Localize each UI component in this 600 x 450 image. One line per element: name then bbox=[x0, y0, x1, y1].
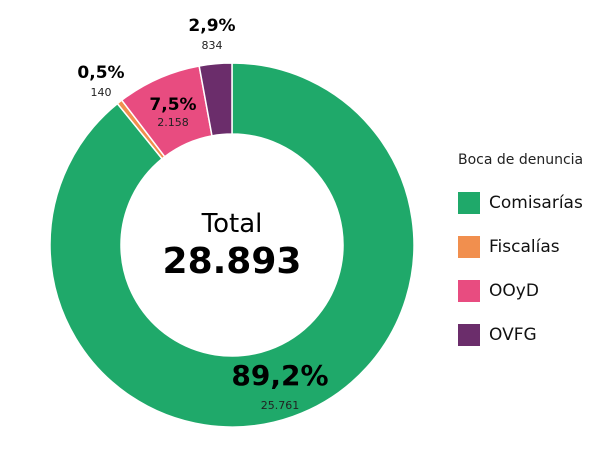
slice-count-label: 2.158 bbox=[157, 116, 189, 129]
legend-item-ovfg: OVFG bbox=[458, 313, 583, 357]
legend-item-ooyd: OOyD bbox=[458, 269, 583, 313]
legend-label: OOyD bbox=[489, 281, 539, 301]
slice-labels: 89,2% 25.761 0,5% 140 7,5%2.158 2,9% 834 bbox=[77, 16, 328, 412]
legend-swatch bbox=[458, 236, 480, 258]
slice-count-label: 140 bbox=[91, 86, 112, 99]
legend-item-comisarias: Comisarías bbox=[458, 181, 583, 225]
center-total-value: 28.893 bbox=[163, 241, 302, 282]
legend-label: Comisarías bbox=[489, 193, 583, 213]
donut-slices bbox=[49, 62, 415, 428]
slice-count-label: 25.761 bbox=[261, 399, 300, 412]
slice-percent-label: 2,9% bbox=[188, 16, 235, 36]
slice-percent-label: 0,5% bbox=[77, 63, 124, 83]
legend-item-fiscalias: Fiscalías bbox=[458, 225, 583, 269]
legend-label: OVFG bbox=[489, 325, 537, 345]
legend: Boca de denuncia Comisarías Fiscalías OO… bbox=[458, 152, 583, 357]
center-total-label: Total bbox=[201, 209, 263, 239]
donut-slice-ovfg bbox=[198, 62, 233, 137]
legend-title: Boca de denuncia bbox=[458, 152, 584, 168]
legend-swatch bbox=[458, 192, 480, 214]
legend-swatch bbox=[458, 280, 480, 302]
slice-count-label: 834 bbox=[202, 39, 223, 52]
slice-percent-label: 7,5% bbox=[149, 95, 196, 115]
donut-slice-comisar-as bbox=[49, 62, 415, 428]
slice-percent-label: 89,2% bbox=[231, 359, 328, 392]
legend-label: Fiscalías bbox=[489, 237, 560, 257]
legend-swatch bbox=[458, 324, 480, 346]
